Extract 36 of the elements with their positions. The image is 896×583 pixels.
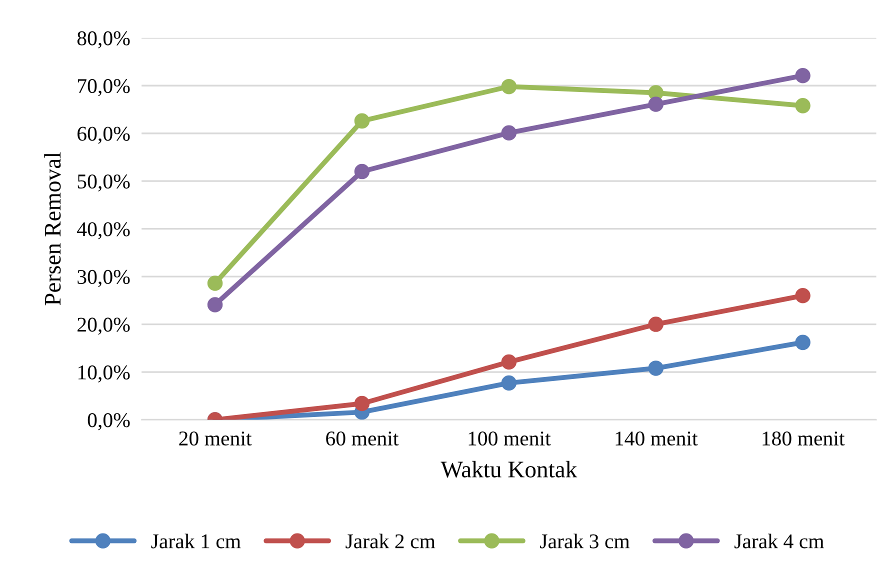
legend-label: Jarak 3 cm bbox=[540, 534, 630, 548]
y-tick-label: 50,0% bbox=[78, 174, 130, 192]
legend-label: Jarak 4 cm bbox=[734, 534, 824, 548]
point bbox=[648, 360, 664, 376]
y-tick-label: 20,0% bbox=[78, 318, 130, 335]
point bbox=[795, 98, 810, 114]
x-tick-label: 60 menit bbox=[326, 431, 399, 446]
x-tick-label: 20 menit bbox=[179, 431, 252, 446]
point bbox=[207, 297, 223, 312]
y-tick-label: 60,0% bbox=[78, 126, 130, 144]
y-axis-title: Persen Removal bbox=[44, 152, 61, 306]
x-tick-label: 100 menit bbox=[468, 431, 551, 446]
y-tick-label: 10,0% bbox=[78, 365, 130, 382]
y-tick-label: 40,0% bbox=[77, 222, 130, 240]
point bbox=[354, 396, 370, 412]
y-tick-label: 0,0% bbox=[88, 413, 130, 430]
point bbox=[501, 125, 517, 141]
point bbox=[207, 276, 223, 291]
x-tick-label: 140 menit bbox=[616, 431, 698, 446]
point bbox=[354, 164, 370, 180]
point bbox=[795, 288, 810, 304]
point bbox=[795, 334, 810, 350]
y-tick-label: 80,0% bbox=[77, 31, 130, 48]
point bbox=[501, 78, 517, 94]
point bbox=[648, 316, 664, 332]
point bbox=[501, 375, 517, 391]
legend-label: Jarak 1 cm bbox=[151, 534, 241, 548]
x-tick-label: 180 menit bbox=[762, 431, 845, 446]
point bbox=[354, 113, 370, 129]
y-tick-label: 30,0% bbox=[78, 270, 130, 287]
point bbox=[501, 354, 517, 370]
point bbox=[648, 96, 664, 112]
point bbox=[795, 68, 810, 84]
y-tick-label: 70,0% bbox=[78, 79, 130, 96]
x-axis-title: Waktu Kontak bbox=[440, 460, 578, 478]
legend-label: Jarak 2 cm bbox=[346, 534, 436, 548]
